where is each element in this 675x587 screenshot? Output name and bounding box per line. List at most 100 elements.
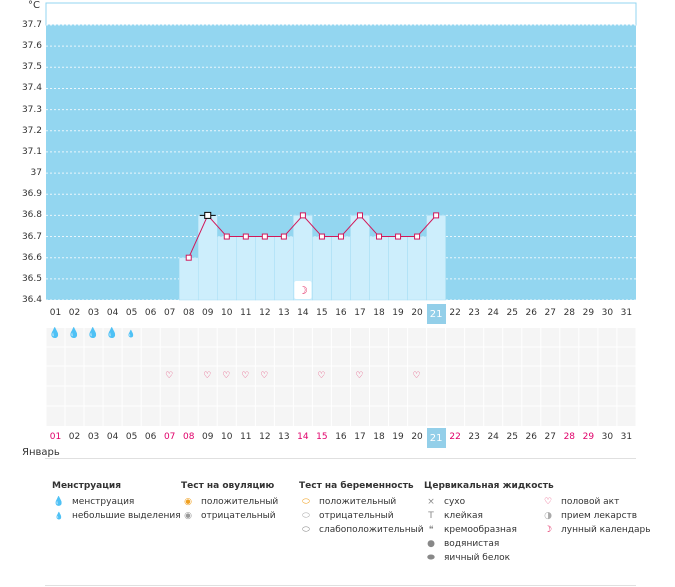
day-cell-bottom[interactable]: 31 xyxy=(620,432,633,442)
area-column xyxy=(312,236,332,301)
day-cell-bottom[interactable]: 11 xyxy=(240,432,252,442)
day-cell-top[interactable]: 20 xyxy=(411,308,423,318)
area-column xyxy=(255,236,275,301)
heart-icon: ♡ xyxy=(203,371,212,381)
day-cell-top[interactable]: 06 xyxy=(144,308,157,318)
day-cell-top[interactable]: 17 xyxy=(354,308,366,318)
day-cell-top[interactable]: 12 xyxy=(259,308,271,318)
day-cell-top[interactable]: 25 xyxy=(506,308,518,318)
day-cell-bottom[interactable]: 04 xyxy=(106,432,119,442)
menstruation-drop-icon: 💧 xyxy=(105,328,119,339)
legend-title: Тест на беременность xyxy=(299,481,414,491)
divider xyxy=(45,458,636,459)
day-cell-bottom[interactable]: 02 xyxy=(68,432,81,442)
day-cell-top[interactable]: 22 xyxy=(449,308,461,318)
day-cell-bottom[interactable]: 01 xyxy=(49,432,62,442)
day-cell-bottom[interactable]: 23 xyxy=(468,432,480,442)
day-cell-top[interactable]: 23 xyxy=(468,308,480,318)
day-cell-bottom[interactable]: 16 xyxy=(335,432,347,442)
legend-menstruation: Менструация 💧 менструация 💧 небольшие выде… xyxy=(52,481,181,521)
day-cell-bottom[interactable]: 07 xyxy=(163,432,176,442)
day-cell-top[interactable]: 08 xyxy=(182,308,195,318)
y-tick-label: 37 xyxy=(30,168,42,179)
menstruation-drop-icon: 💧 xyxy=(86,328,100,339)
legend-other: ♡ половой акт ◑ прием лекарств ☽ лунный кал… xyxy=(541,495,651,537)
area-column xyxy=(217,236,237,301)
day-cell-bottom[interactable]: 10 xyxy=(221,432,233,442)
area-column xyxy=(407,236,427,301)
day-cell-top[interactable]: 28 xyxy=(563,308,576,318)
heart-icon: ♡ xyxy=(317,371,326,381)
day-cell-top[interactable]: 21 xyxy=(426,304,446,324)
day-cell-top[interactable]: 03 xyxy=(87,308,100,318)
half-oval-icon: ⬭ xyxy=(302,525,310,535)
day-cell-top[interactable]: 01 xyxy=(49,308,62,318)
day-cell-top[interactable]: 15 xyxy=(316,308,328,318)
day-cell-bottom[interactable]: 09 xyxy=(202,432,214,442)
menstruation-drop-icon: 💧 xyxy=(48,328,62,339)
data-point xyxy=(280,233,287,240)
day-cell-top[interactable]: 04 xyxy=(106,308,119,318)
orange-circle-icon: ◉ xyxy=(184,497,192,507)
orange-oval-icon: ⬭ xyxy=(302,497,310,507)
day-cell-bottom[interactable]: 08 xyxy=(182,432,195,442)
heart-icon: ♡ xyxy=(543,497,553,507)
heart-icon: ♡ xyxy=(355,371,364,381)
day-cell-top[interactable]: 27 xyxy=(544,308,556,318)
cream-icon: ❝ xyxy=(428,525,434,535)
day-cell-top[interactable]: 29 xyxy=(582,308,595,318)
y-tick-label: 37.3 xyxy=(21,104,42,115)
day-cell-bottom[interactable]: 20 xyxy=(411,432,423,442)
day-cell-bottom[interactable]: 21 xyxy=(426,428,446,448)
menstruation-drop-icon: 💧 xyxy=(67,328,81,339)
day-cell-bottom[interactable]: 26 xyxy=(525,432,537,442)
day-cell-top[interactable]: 14 xyxy=(297,308,309,318)
y-tick-label: 36.4 xyxy=(21,295,42,305)
day-cell-bottom[interactable]: 17 xyxy=(354,432,366,442)
day-cell-bottom[interactable]: 25 xyxy=(506,432,518,442)
area-column xyxy=(236,236,256,301)
data-point xyxy=(185,254,192,261)
moon-icon: ☽ xyxy=(298,284,308,297)
grey-oval-icon: ⬭ xyxy=(302,511,310,521)
chart-top-band xyxy=(45,2,637,26)
day-cell-top[interactable]: 18 xyxy=(373,308,385,318)
day-cell-bottom[interactable]: 19 xyxy=(392,432,404,442)
data-point xyxy=(414,233,421,240)
day-cell-top[interactable]: 11 xyxy=(240,308,252,318)
day-cell-bottom[interactable]: 27 xyxy=(544,432,556,442)
day-cell-top[interactable]: 02 xyxy=(68,308,81,318)
egg-white-icon: ⬬ xyxy=(427,553,435,563)
pill-icon: ◑ xyxy=(544,511,552,521)
day-cell-bottom[interactable]: 22 xyxy=(449,432,461,442)
day-cell-bottom[interactable]: 12 xyxy=(259,432,271,442)
day-cell-top[interactable]: 13 xyxy=(278,308,290,318)
day-cell-bottom[interactable]: 30 xyxy=(601,432,614,442)
day-cell-bottom[interactable]: 29 xyxy=(582,432,595,442)
temperature-line xyxy=(188,214,437,258)
day-cell-top[interactable]: 26 xyxy=(525,308,537,318)
day-cell-bottom[interactable]: 24 xyxy=(487,432,499,442)
day-cell-bottom[interactable]: 05 xyxy=(125,432,138,442)
day-cell-top[interactable]: 07 xyxy=(163,308,176,318)
day-cell-top[interactable]: 05 xyxy=(125,308,138,318)
day-cell-bottom[interactable]: 28 xyxy=(563,432,576,442)
day-cell-top[interactable]: 10 xyxy=(221,308,233,318)
area-column xyxy=(350,215,370,301)
day-cell-bottom[interactable]: 13 xyxy=(278,432,290,442)
data-point xyxy=(433,212,440,219)
day-cell-bottom[interactable]: 14 xyxy=(297,432,309,442)
day-cell-top[interactable]: 30 xyxy=(601,308,614,318)
heart-icon: ♡ xyxy=(165,371,174,381)
day-cell-bottom[interactable]: 03 xyxy=(87,432,100,442)
day-cell-top[interactable]: 24 xyxy=(487,308,499,318)
day-cell-bottom[interactable]: 15 xyxy=(316,432,328,442)
day-cell-top[interactable]: 09 xyxy=(202,308,214,318)
day-cell-top[interactable]: 16 xyxy=(335,308,347,318)
drop-icon: 💧 xyxy=(53,497,65,507)
day-cell-bottom[interactable]: 06 xyxy=(144,432,157,442)
heart-icon: ♡ xyxy=(241,371,250,381)
day-cell-top[interactable]: 31 xyxy=(620,308,633,318)
day-cell-top[interactable]: 19 xyxy=(392,308,404,318)
day-cell-bottom[interactable]: 18 xyxy=(373,432,385,442)
